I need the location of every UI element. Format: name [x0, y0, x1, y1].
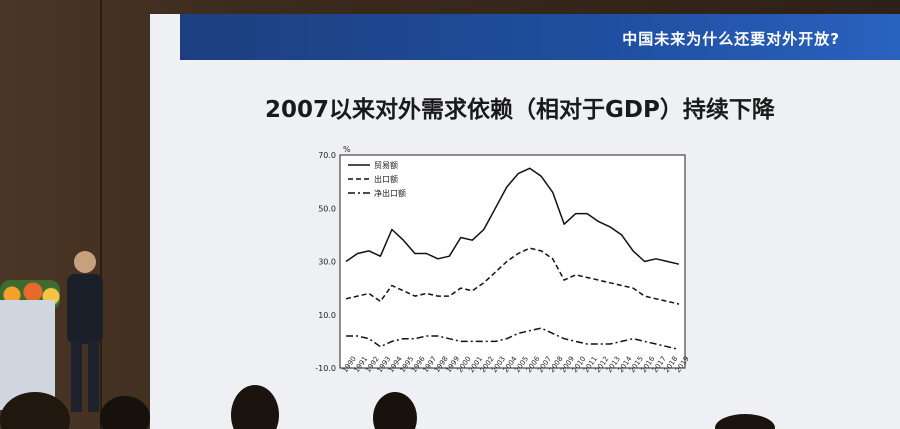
plot-area — [339, 154, 686, 369]
legend-label-1: 贸易额 — [374, 160, 398, 170]
y-tick-label: 10.0 — [318, 311, 336, 320]
y-unit-label: % — [343, 145, 351, 154]
y-tick-label: 30.0 — [318, 258, 336, 267]
audience-heads — [0, 385, 775, 429]
series-line-3 — [346, 327, 680, 351]
legend-label-2: 出口额 — [374, 174, 398, 184]
speaker-figure — [67, 251, 103, 412]
podium — [0, 300, 55, 410]
slide-banner: 中国未来为什么还要对外开放? — [180, 14, 900, 60]
legend-label-3: 净出口额 — [374, 188, 406, 198]
series-line-1 — [345, 167, 680, 265]
wall-seam — [100, 0, 102, 429]
series-line-2 — [345, 247, 680, 305]
y-tick-label: 50.0 — [318, 204, 336, 213]
y-tick-label: -10.0 — [315, 364, 336, 373]
line-chart: %70.050.030.010.0-10.0 199019911992199319… — [315, 145, 691, 374]
slide-title: 2007以来对外需求依赖（相对于GDP）持续下降 — [265, 97, 775, 123]
banner-title: 中国未来为什么还要对外开放? — [622, 30, 840, 48]
y-tick-label: 70.0 — [318, 151, 336, 160]
